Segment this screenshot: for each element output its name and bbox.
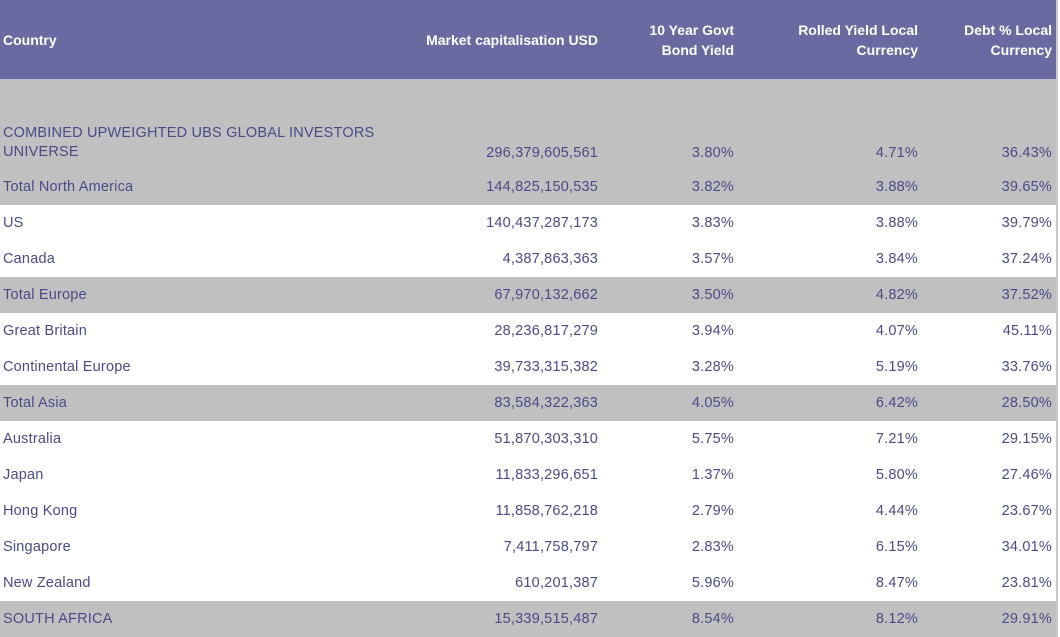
- country-cell: Total Europe: [3, 287, 87, 303]
- rolled-yield-cell: 7.21%: [875, 431, 918, 447]
- debt-pct-cell: 29.91%: [1001, 611, 1052, 627]
- rolled-yield-cell: 6.15%: [875, 539, 918, 555]
- market-cap-cell: 51,870,303,310: [494, 431, 598, 447]
- table-row: Australia 51,870,303,310 5.75% 7.21% 29.15%: [0, 421, 1057, 457]
- bond-yield-cell: 3.82%: [691, 179, 734, 195]
- country-cell: Total North America: [3, 179, 134, 195]
- market-cap-cell: 144,825,150,535: [486, 179, 598, 195]
- table-row: Total Europe 67,970,132,662 3.50% 4.82% 37.5…: [0, 277, 1057, 313]
- debt-pct-cell: 39.65%: [1001, 179, 1052, 195]
- debt-pct-cell: 23.67%: [1001, 503, 1052, 519]
- debt-pct-cell: 27.46%: [1001, 467, 1052, 483]
- market-cap-cell: 11,858,762,218: [495, 503, 598, 519]
- country-cell: COMBINED UPWEIGHTED UBS GLOBAL INVESTORS…: [3, 125, 375, 160]
- bond-yield-cell: 3.28%: [691, 359, 734, 375]
- market-cap-cell: 67,970,132,662: [494, 287, 598, 303]
- bond-yield-cell: 3.83%: [691, 215, 734, 231]
- table-row: Hong Kong 11,858,762,218 2.79% 4.44% 23.67%: [0, 493, 1057, 529]
- bond-yield-cell: 4.05%: [691, 395, 734, 411]
- rolled-yield-cell: 8.47%: [875, 575, 918, 591]
- rolled-yield-cell: 5.19%: [875, 359, 918, 375]
- bond-yield-cell: 3.80%: [691, 145, 734, 161]
- country-cell: Hong Kong: [3, 503, 78, 519]
- rolled-yield-cell: 8.12%: [875, 611, 918, 627]
- bond-yield-cell: 1.37%: [691, 467, 734, 483]
- debt-pct-cell: 37.52%: [1001, 287, 1052, 303]
- country-cell: Australia: [3, 431, 62, 447]
- country-cell: Canada: [3, 251, 55, 267]
- market-cap-cell: 140,437,287,173: [486, 215, 598, 231]
- debt-pct-cell: 39.79%: [1001, 215, 1052, 231]
- column-header-bond-yield: 10 Year Govt Bond Yield: [649, 21, 734, 58]
- market-cap-cell: 28,236,817,279: [494, 323, 598, 339]
- table-row: New Zealand 610,201,387 5.96% 8.47% 23.81%: [0, 565, 1057, 601]
- table-row: Continental Europe 39,733,315,382 3.28% 5.1…: [0, 349, 1057, 385]
- column-header-country: Country: [3, 31, 57, 48]
- header-row: Country Market capitalisation USD 10 Yea…: [0, 0, 1057, 79]
- bond-yield-cell: 8.54%: [691, 611, 734, 627]
- market-cap-cell: 15,339,515,487: [494, 611, 598, 627]
- market-cap-cell: 7,411,758,797: [503, 539, 598, 555]
- bond-yield-cell: 3.50%: [691, 287, 734, 303]
- rolled-yield-cell: 4.71%: [875, 145, 918, 161]
- country-cell: Singapore: [3, 539, 71, 555]
- bond-yield-cell: 2.83%: [691, 539, 734, 555]
- country-cell: New Zealand: [3, 575, 91, 591]
- bond-yield-cell: 5.96%: [691, 575, 734, 591]
- column-header-market-cap: Market capitalisation USD: [426, 31, 598, 48]
- market-cap-cell: 39,733,315,382: [494, 359, 598, 375]
- country-cell: Japan: [3, 467, 44, 483]
- debt-pct-cell: 36.43%: [1001, 145, 1052, 161]
- rolled-yield-cell: 4.07%: [875, 323, 918, 339]
- debt-pct-cell: 23.81%: [1001, 575, 1052, 591]
- country-cell: Great Britain: [3, 323, 87, 339]
- market-cap-cell: 83,584,322,363: [494, 395, 598, 411]
- country-cell: Continental Europe: [3, 359, 131, 375]
- rolled-yield-cell: 3.88%: [875, 179, 918, 195]
- table-row: SOUTH AFRICA 15,339,515,487 8.54% 8.12% 29.9…: [0, 601, 1057, 637]
- table-row: Japan 11,833,296,651 1.37% 5.80% 27.46%: [0, 457, 1057, 493]
- debt-pct-cell: 37.24%: [1001, 251, 1052, 267]
- bond-yield-cell: 2.79%: [691, 503, 734, 519]
- table-row: US 140,437,287,173 3.83% 3.88% 39.79%: [0, 205, 1057, 241]
- bond-yield-cell: 3.57%: [691, 251, 734, 267]
- rolled-yield-cell: 6.42%: [875, 395, 918, 411]
- market-cap-cell: 296,379,605,561: [486, 145, 598, 161]
- column-header-rolled-yield: Rolled Yield Local Currency: [798, 21, 918, 58]
- rolled-yield-cell: 4.44%: [875, 503, 918, 519]
- rolled-yield-cell: 4.82%: [875, 287, 918, 303]
- debt-pct-cell: 45.11%: [1002, 323, 1052, 339]
- market-cap-cell: 4,387,863,363: [502, 251, 598, 267]
- table-row: COMBINED UPWEIGHTED UBS GLOBAL INVESTORS…: [0, 79, 1057, 169]
- table-row: Total Asia 83,584,322,363 4.05% 6.42% 28.50%: [0, 385, 1057, 421]
- rolled-yield-cell: 3.84%: [875, 251, 918, 267]
- debt-pct-cell: 34.01%: [1001, 539, 1052, 555]
- column-header-debt-pct: Debt % Local Currency: [964, 21, 1052, 58]
- table-row: Singapore 7,411,758,797 2.83% 6.15% 34.01%: [0, 529, 1057, 565]
- table-row: Total North America 144,825,150,535 3.82% 3…: [0, 169, 1057, 205]
- table-row: Great Britain 28,236,817,279 3.94% 4.07% 45.…: [0, 313, 1057, 349]
- rolled-yield-cell: 3.88%: [875, 215, 918, 231]
- country-cell: SOUTH AFRICA: [3, 611, 113, 627]
- table-row: Canada 4,387,863,363 3.57% 3.84% 37.24%: [0, 241, 1057, 277]
- country-cell: US: [3, 215, 24, 231]
- bond-yield-cell: 3.94%: [691, 323, 734, 339]
- debt-pct-cell: 29.15%: [1001, 431, 1052, 447]
- rolled-yield-cell: 5.80%: [875, 467, 918, 483]
- market-cap-cell: 610,201,387: [515, 575, 598, 591]
- country-cell: Total Asia: [3, 395, 68, 411]
- bond-yield-cell: 5.75%: [691, 431, 734, 447]
- debt-pct-cell: 28.50%: [1001, 395, 1052, 411]
- debt-pct-cell: 33.76%: [1001, 359, 1052, 375]
- market-cap-cell: 11,833,296,651: [495, 467, 598, 483]
